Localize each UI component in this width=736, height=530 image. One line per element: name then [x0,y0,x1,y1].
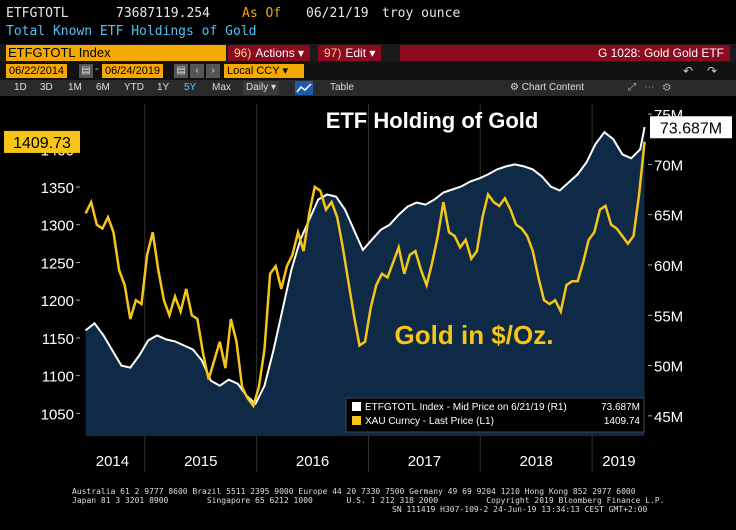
price-chart[interactable]: 1050110011501200125013001350140045M50M55… [0,96,736,482]
actions-number: 96) [234,46,252,60]
x-year-label: 2015 [184,453,217,470]
edit-menu-button[interactable]: 97) Edit ▾ [318,45,382,61]
chevron-down-icon: ▾ [298,46,305,60]
period-ytd[interactable]: YTD [124,82,144,93]
left-tick-label: 1350 [41,180,74,197]
bloomberg-footer: Australia 61 2 9777 8600 Brazil 5511 239… [72,487,664,514]
chart-tools: ⤢ ⋯ ⚙ [628,81,671,95]
unit-label: troy ounce [382,6,461,21]
currency-select[interactable]: Local CCY ▾ [224,64,304,78]
gold-annotation: Gold in $/Oz. [395,320,554,350]
chart-content-label: Chart Content [521,82,585,93]
last-gold-price: 1409.73 [13,135,71,152]
left-tick-label: 1100 [42,369,74,386]
etf-holdings-area [85,127,645,436]
chart-title: ETF Holding of Gold [326,108,539,133]
ticker: ETFGTOTL [6,6,69,21]
line-chart-icon[interactable] [295,81,313,95]
start-date-input[interactable]: 06/22/2014 [6,64,68,78]
range-dash: - [95,63,99,75]
asof-label: As Of [242,6,282,21]
end-date-input[interactable]: 06/24/2019 [102,64,164,78]
right-tick-label: 60M [654,258,683,275]
period-1d[interactable]: 1D [14,82,27,93]
right-tick-label: 55M [654,308,683,325]
period-1y[interactable]: 1Y [157,82,170,93]
chart-content-button[interactable]: ⚙ Chart Content [510,81,584,95]
legend-box [345,397,645,433]
settings-icon[interactable]: ⚙ [662,82,671,93]
right-tick-label: 65M [654,208,683,225]
etf-holdings-line [84,126,646,406]
last-value: 73687119.254 [116,6,210,21]
footer-line-3: SN 111419 H307-109-2 24-Jun-19 13:34:13 … [392,505,648,514]
asof-date: 06/21/19 [306,6,369,21]
redo-icon[interactable]: ↷ [706,64,718,78]
right-tick-label: 45M [654,409,683,426]
period-1m[interactable]: 1M [68,82,82,93]
x-year-label: 2017 [408,453,441,470]
legend-label: ETFGTOTL Index - Mid Price on 6/21/19 (R… [365,402,567,413]
period-max[interactable]: Max [212,82,231,93]
legend-value: 1409.74 [604,416,641,427]
footer-line-1: Australia 61 2 9777 8600 Brazil 5511 239… [72,487,636,496]
expand-icon[interactable]: ⤢ [628,82,636,93]
legend-label: XAU Curncy - Last Price (L1) [365,416,494,427]
legend-swatch [352,402,361,411]
left-tick-label: 1050 [41,406,74,423]
x-year-label: 2014 [96,453,129,470]
security-description: Total Known ETF Holdings of Gold [6,24,257,39]
more-icon[interactable]: ⋯ [644,82,655,93]
period-toolbar: 1D 3D 1M 6M YTD 1Y 5Y Max Daily ▾ Table … [0,80,736,96]
x-year-label: 2016 [296,453,329,470]
frequency-select[interactable]: Daily ▾ [243,81,280,95]
chart-canvas: 1050110011501200125013001350140045M50M55… [4,104,732,472]
right-tick-label: 70M [654,157,683,174]
date-range-bar: 06/22/2014 ▤ - 06/24/2019 ▤ ‹ › Local CC… [0,62,736,80]
actions-label: Actions [255,46,295,60]
last-etf-value: 73.687M [660,120,722,137]
security-input[interactable]: ETFGTOTL Index [6,45,226,61]
right-tick-label: 50M [654,359,683,376]
last-etf-value-box [650,116,732,139]
legend-value: 73.687M [601,402,640,413]
left-tick-label: 1200 [41,293,74,310]
left-tick-label: 1150 [42,331,74,348]
currency-label: Local CCY [227,65,280,77]
x-year-label: 2018 [520,453,553,470]
legend-swatch [352,416,361,425]
frequency-label: Daily [246,82,269,93]
last-gold-price-box [4,130,80,153]
table-button[interactable]: Table [330,82,354,93]
gold-price-line [84,141,646,409]
calendar-icon[interactable]: ▤ [79,64,93,78]
command-toolbar: ETFGTOTL Index 96) Actions ▾ 97) Edit ▾ G … [0,44,736,62]
function-title: G 1028: Gold Gold ETF [400,45,730,61]
calendar-icon[interactable]: ▤ [174,64,188,78]
period-6m[interactable]: 6M [96,82,110,93]
footer-line-2: Japan 81 3 3201 8900 Singapore 65 6212 1… [72,496,665,505]
period-5y[interactable]: 5Y [184,82,197,93]
actions-menu-button[interactable]: 96) Actions ▾ [228,45,311,61]
edit-label: Edit [345,46,367,60]
left-tick-label: 1250 [41,255,74,272]
chevron-left-icon[interactable]: ‹ [190,64,204,78]
left-tick-label: 1300 [41,218,74,235]
chart-content-icon: ⚙ [510,82,522,93]
chevron-right-icon[interactable]: › [206,64,220,78]
x-year-label: 2019 [602,453,635,470]
undo-icon[interactable]: ↶ [682,64,694,78]
edit-number: 97) [324,46,342,60]
period-3d[interactable]: 3D [40,82,53,93]
chevron-down-icon: ▾ [369,46,376,60]
